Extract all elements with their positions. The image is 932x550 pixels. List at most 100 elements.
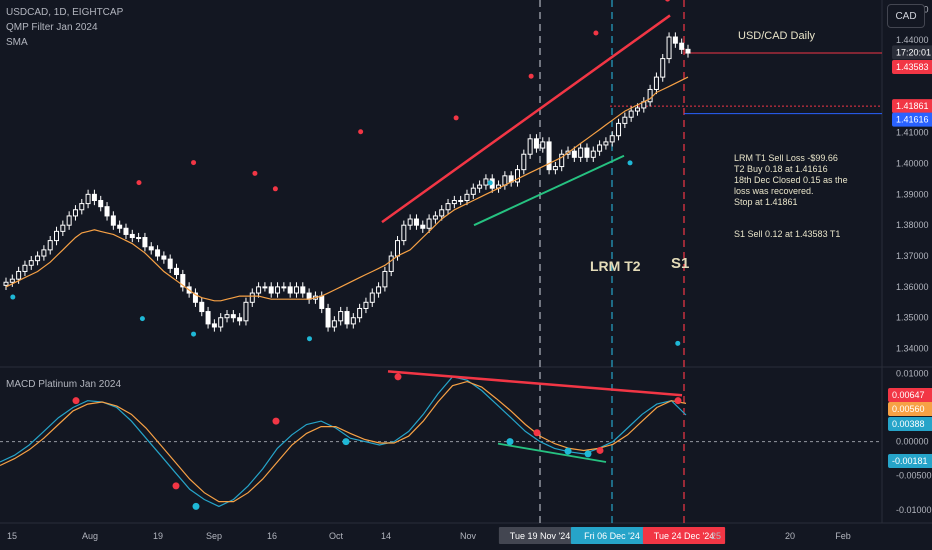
macd-value-box [888, 388, 932, 402]
bear-candle [98, 200, 104, 208]
currency-button[interactable]: CAD [887, 4, 925, 28]
macd-cross-marker [674, 397, 682, 405]
bull-candle [28, 260, 34, 266]
macd-tick-label: 0.00000 [896, 437, 929, 447]
bull-candle [597, 144, 603, 152]
bull-candle [275, 286, 281, 294]
bull-candle [407, 218, 413, 226]
price-tick-label: 1.37000 [896, 251, 929, 261]
macd-cross-marker [192, 502, 200, 510]
macd-line [0, 376, 687, 508]
bear-candle [268, 286, 274, 294]
macd-cross-marker [394, 373, 402, 381]
bull-candle [388, 255, 394, 272]
time-tick-label: Sep [206, 531, 222, 541]
macd-value-text: 0.00647 [892, 390, 925, 400]
bull-candle [653, 76, 659, 90]
bear-candle [237, 317, 243, 322]
bull-candle [54, 230, 60, 242]
price-label-text: 1.43583 [896, 62, 929, 72]
time-tick-label: 19 [153, 531, 163, 541]
macd-cross-marker [564, 447, 572, 455]
bear-candle [672, 36, 678, 44]
bull-candle [224, 314, 230, 319]
bear-candle [129, 233, 135, 239]
bear-candle [180, 274, 186, 288]
bear-candle [155, 249, 161, 257]
bull-candle [527, 138, 533, 155]
time-tick-label: 20 [785, 531, 795, 541]
price-label-box [892, 112, 932, 127]
price-tick-label: 1.35000 [896, 313, 929, 323]
macd-value-box [888, 454, 932, 468]
bear-candle [230, 314, 236, 319]
bull-candle [22, 264, 28, 272]
signal-marker-red [191, 160, 197, 166]
bear-candle [571, 150, 577, 158]
date-box [570, 527, 654, 544]
lrm-note-annotation: LRM T1 Sell Loss -$99.66 T2 Buy 0.18 at … [734, 153, 848, 207]
bull-candle [502, 175, 508, 186]
bull-candle [79, 203, 85, 211]
macd-cross-marker [584, 450, 592, 458]
date-box-label: Fri 06 Dec '24 [584, 531, 640, 541]
macd-cross-marker [533, 429, 541, 437]
price-trendline-green [473, 154, 625, 227]
bull-candle [72, 209, 78, 217]
price-label-text: 1.41861 [896, 101, 929, 111]
bull-candle [350, 317, 356, 325]
bear-candle [300, 286, 306, 294]
macd-cross-marker [72, 397, 80, 405]
signal-marker-red [252, 170, 258, 176]
macd-cross-marker [272, 417, 280, 425]
bull-candle [35, 255, 41, 262]
macd-cross-marker [172, 482, 180, 490]
macd-indicator-label: MACD Platinum Jan 2024 [6, 379, 122, 390]
price-tick-label: 1.44000 [896, 35, 929, 45]
bull-candle [540, 141, 546, 149]
bull-candle [458, 200, 464, 203]
price-label-text: 1.41616 [896, 115, 929, 125]
bull-candle [281, 286, 287, 289]
indicator-sma-label: SMA [6, 37, 28, 48]
time-tick-label: Oct [329, 531, 344, 541]
bull-candle [628, 110, 634, 118]
bull-candle [426, 218, 432, 229]
bull-candle [432, 215, 438, 220]
bull-candle [521, 153, 527, 171]
bull-candle [262, 286, 268, 289]
signal-marker-red [358, 129, 364, 135]
signal-marker-cyan [487, 180, 493, 186]
bull-candle [16, 270, 22, 280]
price-label-box [892, 59, 932, 74]
price-tick-label: 1.38000 [896, 220, 929, 230]
bear-candle [142, 237, 148, 248]
price-tick-label: 1.34000 [896, 344, 929, 354]
time-tick-label: 25 [711, 531, 721, 541]
signal-marker-red [136, 180, 142, 186]
bull-candle [357, 307, 363, 319]
bull-candle [609, 135, 615, 143]
macd-value-text: -0.00181 [892, 456, 928, 466]
macd-value-text: 0.00560 [892, 404, 925, 414]
time-tick-label: Aug [82, 531, 98, 541]
time-tick-label: Feb [835, 531, 851, 541]
bear-candle [110, 215, 116, 226]
date-box-label: Tue 19 Nov '24 [510, 531, 570, 541]
bull-candle [41, 249, 47, 257]
bull-candle [483, 178, 489, 186]
bear-candle [413, 218, 419, 226]
bull-candle [451, 200, 457, 205]
bull-candle [470, 187, 476, 195]
signal-marker-red [453, 115, 459, 121]
bear-candle [117, 224, 123, 229]
date-box [642, 527, 726, 544]
signal-marker-red [593, 30, 599, 36]
bull-candle [666, 36, 672, 60]
bear-candle [205, 311, 211, 325]
bull-candle [464, 193, 470, 202]
macd-tick-label: -0.01000 [896, 505, 932, 515]
bear-candle [287, 286, 293, 294]
macd-value-text: 0.00388 [892, 419, 925, 429]
